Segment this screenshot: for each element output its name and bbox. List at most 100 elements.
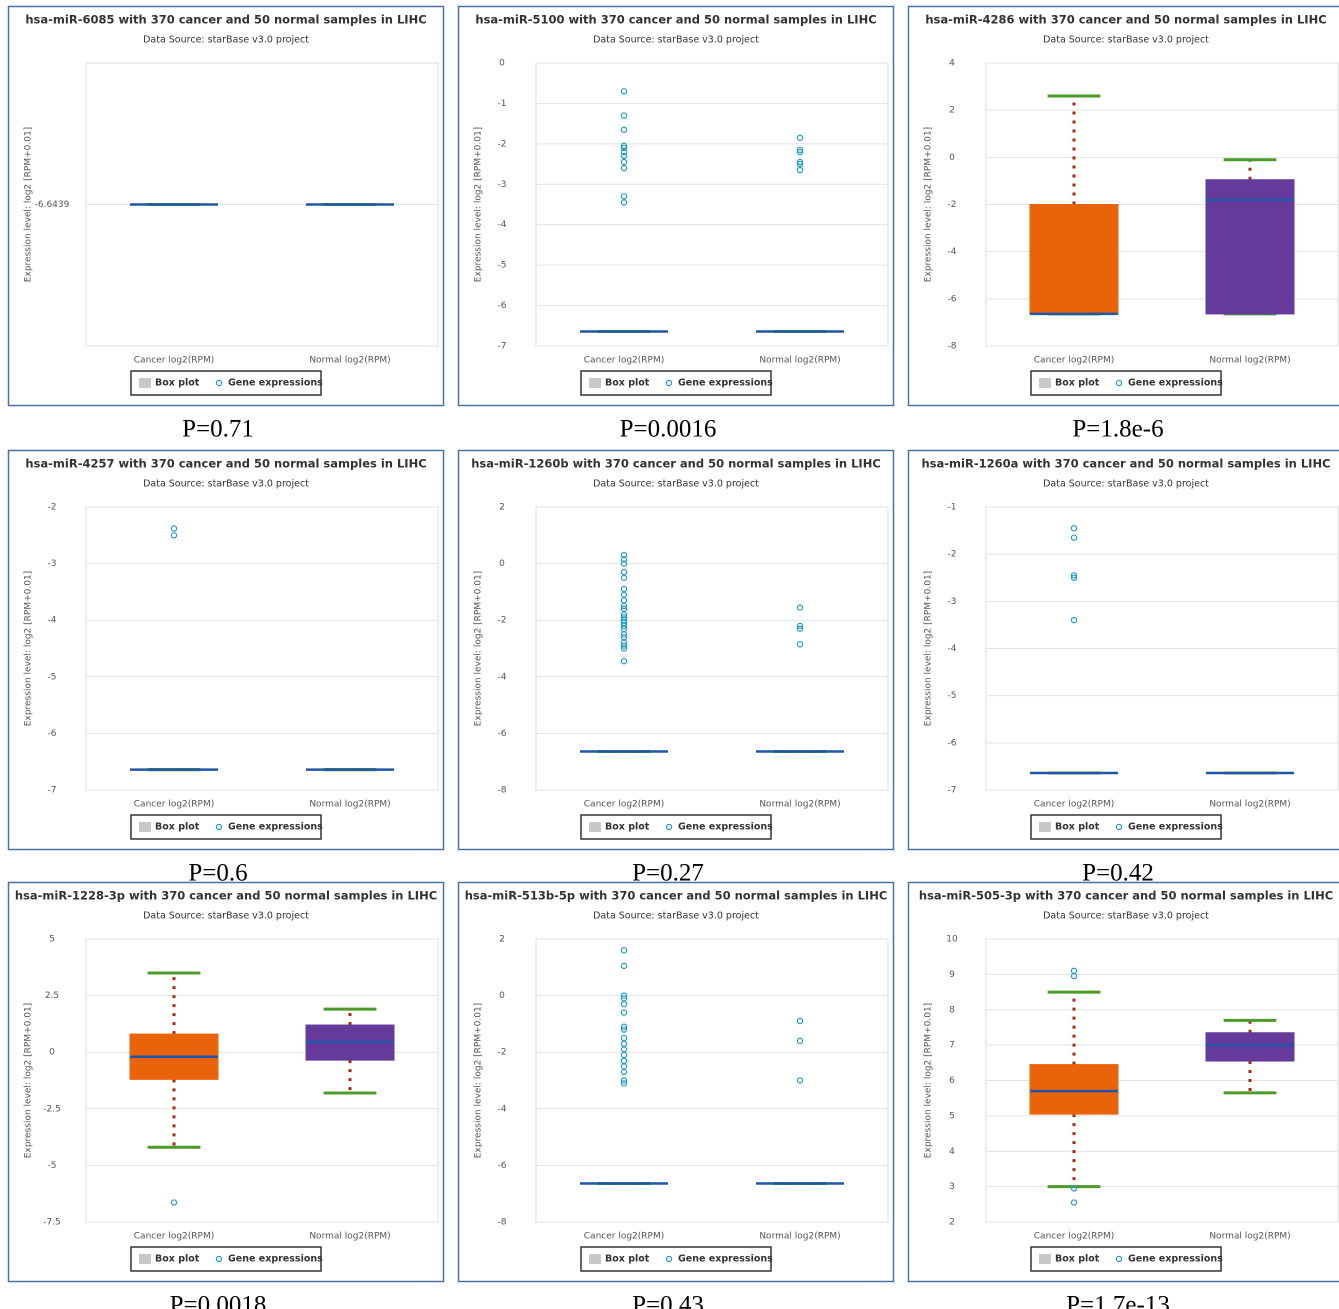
- outlier-point: [1070, 1185, 1078, 1192]
- chart-title: hsa-miR-513b-5p with 370 cancer and 50 n…: [465, 889, 888, 903]
- chart-subtitle: Data Source: starBase v3.0 project: [593, 35, 759, 46]
- outlier-point: [620, 144, 628, 152]
- legend-label: Box plot: [155, 1254, 200, 1265]
- y-tick-label: 4: [949, 59, 955, 69]
- panel: hsa-miR-5100 with 370 cancer and 50 norm…: [457, 5, 895, 443]
- y-tick-label: -6: [498, 1161, 507, 1171]
- legend-marker: [1115, 379, 1123, 387]
- panel: hsa-miR-4257 with 370 cancer and 50 norm…: [7, 449, 445, 887]
- y-axis-label: Expression level: log2 [RPM+0.01]: [474, 1003, 484, 1158]
- outlier-point: [620, 126, 628, 133]
- outlier-point: [620, 88, 628, 95]
- outlier-point: [796, 1037, 804, 1045]
- p-value: P=0.43: [632, 1292, 704, 1309]
- chart-title: hsa-miR-4286 with 370 cancer and 50 norm…: [925, 13, 1326, 27]
- y-tick-label: -2: [948, 550, 957, 560]
- x-tick-label: Cancer log2(RPM): [1034, 800, 1114, 810]
- y-tick-label: 3: [949, 1182, 955, 1192]
- x-tick-label: Normal log2(RPM): [759, 800, 840, 810]
- y-axis-label: Expression level: log2 [RPM+0.01]: [924, 127, 934, 282]
- panel: hsa-miR-6085 with 370 cancer and 50 norm…: [7, 5, 445, 443]
- y-tick-label: -6: [948, 738, 957, 748]
- chart-subtitle: Data Source: starBase v3.0 project: [1043, 479, 1209, 490]
- chart-title: hsa-miR-4257 with 370 cancer and 50 norm…: [25, 457, 426, 471]
- legend-label: Box plot: [1055, 378, 1100, 389]
- p-value: P=1.7e-13: [1066, 1292, 1170, 1309]
- plot-area: [85, 506, 439, 791]
- y-tick-label: -4: [498, 1104, 507, 1114]
- x-tick-label: Normal log2(RPM): [1209, 800, 1290, 810]
- x-tick-label: Normal log2(RPM): [759, 356, 840, 366]
- outlier-point: [620, 574, 628, 581]
- y-tick-label: 2: [499, 503, 505, 513]
- legend-marker: [1115, 823, 1123, 831]
- panel: hsa-miR-1228-3p with 370 cancer and 50 n…: [7, 881, 445, 1309]
- legend-label: Box plot: [155, 378, 200, 389]
- x-tick-label: Cancer log2(RPM): [584, 356, 664, 366]
- legend-marker: [665, 1255, 673, 1263]
- outlier-point: [796, 604, 804, 611]
- legend-label: Gene expressions: [228, 378, 323, 389]
- y-axis-label: Expression level: log2 [RPM+0.01]: [24, 1003, 34, 1158]
- x-tick-label: Normal log2(RPM): [309, 1232, 390, 1242]
- legend-label: Box plot: [155, 822, 200, 833]
- outlier-point: [620, 1068, 628, 1076]
- x-tick-label: Normal log2(RPM): [1209, 1232, 1290, 1242]
- outlier-point: [620, 152, 628, 160]
- legend-label: Box plot: [605, 378, 650, 389]
- chart-title: hsa-miR-1260b with 370 cancer and 50 nor…: [471, 457, 881, 471]
- outlier-point: [796, 158, 804, 166]
- y-tick-label: -4: [48, 616, 57, 626]
- x-tick-label: Cancer log2(RPM): [584, 800, 664, 810]
- legend-marker: [215, 823, 223, 831]
- y-tick-label: -6: [498, 301, 507, 311]
- y-tick-label: -6: [48, 729, 57, 739]
- legend-box: [580, 814, 772, 840]
- y-tick-label: -1: [948, 503, 957, 513]
- y-tick-label: -2: [498, 616, 507, 626]
- outlier-point: [796, 622, 804, 630]
- y-tick-label: 0: [499, 991, 505, 1001]
- plot-area: [535, 62, 889, 347]
- x-tick-label: Cancer log2(RPM): [134, 356, 214, 366]
- chart-subtitle: Data Source: starBase v3.0 project: [593, 479, 759, 490]
- outlier-point: [1070, 1199, 1078, 1206]
- legend-label: Box plot: [1055, 1254, 1100, 1265]
- plot-area: [535, 506, 889, 791]
- outlier-point: [620, 556, 628, 563]
- outlier-point: [620, 1026, 628, 1033]
- legend-label: Gene expressions: [678, 822, 773, 833]
- legend-box: [1030, 814, 1222, 840]
- outlier-point: [620, 142, 628, 150]
- chart-title: hsa-miR-505-3p with 370 cancer and 50 no…: [919, 889, 1333, 903]
- outlier-point: [796, 1077, 804, 1084]
- outlier-point: [796, 166, 804, 174]
- y-tick-label: -7: [48, 786, 57, 796]
- y-tick-label: -5: [48, 672, 57, 682]
- outlier-point: [620, 158, 628, 166]
- y-tick-label: -7.5: [43, 1218, 61, 1228]
- y-tick-label: -6.6439: [35, 200, 70, 210]
- legend-label: Gene expressions: [678, 1254, 773, 1265]
- outlier-point: [170, 525, 178, 532]
- outlier-point: [796, 146, 804, 154]
- y-tick-label: -3: [48, 559, 57, 569]
- outlier-point: [620, 622, 628, 630]
- x-tick-label: Cancer log2(RPM): [584, 1232, 664, 1242]
- outlier-point: [620, 164, 628, 172]
- outlier-point: [1070, 574, 1078, 581]
- y-tick-label: -5: [948, 691, 957, 701]
- y-tick-label: -2: [948, 200, 957, 210]
- y-tick-label: -5: [498, 261, 507, 271]
- outlier-point: [1070, 572, 1078, 579]
- outlier-point: [620, 642, 628, 649]
- y-tick-label: -8: [498, 786, 507, 796]
- outlier-point: [796, 625, 804, 632]
- y-tick-label: -4: [498, 672, 507, 682]
- legend-box: [130, 814, 322, 840]
- outlier-point: [620, 1000, 628, 1008]
- x-tick-label: Normal log2(RPM): [309, 356, 390, 366]
- x-tick-label: Normal log2(RPM): [759, 1232, 840, 1242]
- outlier-point: [796, 1017, 804, 1025]
- y-tick-label: 2: [949, 1218, 955, 1228]
